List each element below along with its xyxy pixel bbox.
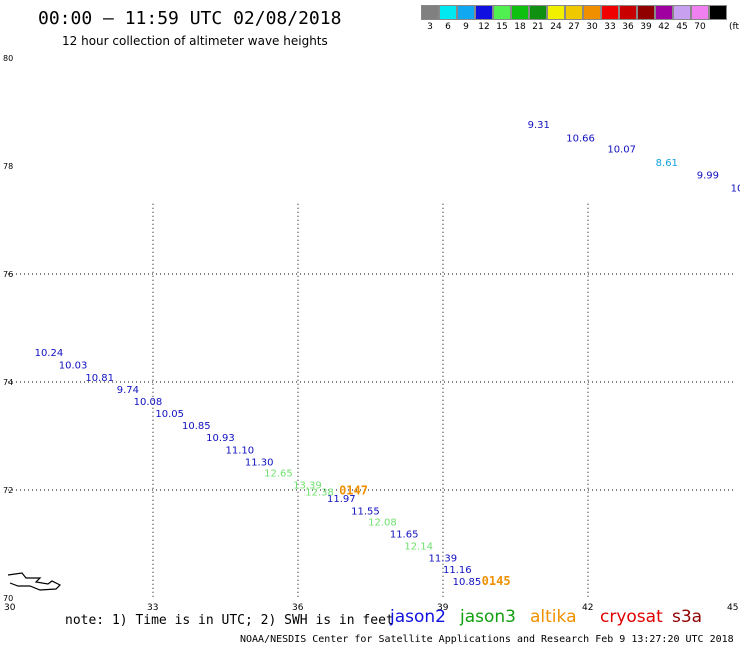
wave-height-label: 12.14 bbox=[404, 541, 433, 552]
color-swatch-label: 6 bbox=[445, 22, 451, 32]
wave-height-label: 9.99 bbox=[697, 170, 719, 181]
x-tick-label: 36 bbox=[292, 603, 304, 613]
wave-height-label: 10. bbox=[731, 183, 740, 194]
color-swatch bbox=[547, 5, 565, 20]
wave-height-label: 9.31 bbox=[528, 120, 550, 131]
wave-height-label: 8.61 bbox=[656, 158, 678, 169]
color-scale-labels: 3 6 9 12 15 18 21 24 27 30 33 36 39 42 45 70 bbox=[421, 22, 727, 32]
x-tick-label: 30 bbox=[4, 603, 16, 613]
color-swatch bbox=[439, 5, 457, 20]
x-tick-label: 39 bbox=[437, 603, 449, 613]
color-swatch-label: 45 bbox=[676, 22, 688, 32]
wave-height-label: 12.38 bbox=[305, 487, 334, 498]
color-swatch bbox=[637, 5, 655, 20]
wave-height-label: 12.65 bbox=[264, 469, 293, 480]
y-tick-label: 72 bbox=[3, 486, 13, 495]
x-tick-label: 33 bbox=[147, 603, 158, 613]
color-swatch-label: 70 bbox=[694, 22, 706, 32]
color-swatch bbox=[673, 5, 691, 20]
color-swatch-label: 33 bbox=[604, 22, 616, 32]
y-tick-label: 74 bbox=[3, 378, 13, 387]
color-swatch bbox=[457, 5, 475, 20]
color-swatch-label: 24 bbox=[550, 22, 562, 32]
color-swatch bbox=[601, 5, 619, 20]
color-scale-unit: (ft) bbox=[729, 22, 740, 32]
wave-height-label: 10.85 bbox=[182, 421, 211, 432]
legend-cryosat: cryosat bbox=[600, 607, 663, 627]
wave-height-label: 10.05 bbox=[155, 409, 184, 420]
wave-height-label: 13.39 bbox=[293, 480, 322, 491]
wave-height-label: 10.85 bbox=[453, 577, 482, 588]
wave-height-label: 11.10 bbox=[226, 445, 255, 456]
wave-height-label: 10.03 bbox=[59, 361, 88, 372]
time-mark-label: 0147 bbox=[339, 483, 368, 497]
x-tick-label: 42 bbox=[582, 603, 593, 613]
wave-height-label: 10.08 bbox=[134, 397, 163, 408]
wave-height-label: 10.07 bbox=[607, 145, 636, 156]
color-swatch-label: 18 bbox=[514, 22, 526, 32]
wave-height-label: 11.55 bbox=[351, 506, 380, 517]
legend-jason2: jason2 bbox=[390, 607, 446, 627]
color-swatch-label: 15 bbox=[496, 22, 508, 32]
color-swatch-label: 36 bbox=[622, 22, 634, 32]
wave-height-label: 10.81 bbox=[85, 373, 114, 384]
wave-height-label: 12.08 bbox=[368, 518, 397, 529]
wave-height-label: 11.16 bbox=[443, 565, 472, 576]
color-swatch bbox=[709, 5, 727, 20]
wave-height-label: 10.93 bbox=[206, 433, 235, 444]
wave-height-label: 11.30 bbox=[245, 458, 274, 469]
time-mark-label: 0145 bbox=[482, 574, 511, 588]
color-swatch bbox=[475, 5, 493, 20]
footer-note: note: 1) Time is in UTC; 2) SWH is in fe… bbox=[65, 613, 394, 628]
wave-height-label: 11.97 bbox=[327, 494, 356, 505]
color-swatch bbox=[619, 5, 637, 20]
color-swatch bbox=[565, 5, 583, 20]
page-title: 00:00 – 11:59 UTC 02/08/2018 bbox=[38, 8, 342, 29]
legend-s3a: s3a bbox=[672, 607, 703, 627]
wave-height-label: 11.39 bbox=[429, 553, 458, 564]
color-swatch-label: 12 bbox=[478, 22, 490, 32]
color-swatch-label: 9 bbox=[463, 22, 469, 32]
color-swatch-label: 3 bbox=[427, 22, 433, 32]
color-swatch-label: 21 bbox=[532, 22, 544, 32]
color-swatch-label: 27 bbox=[568, 22, 580, 32]
color-swatch bbox=[691, 5, 709, 20]
credit-line: NOAA/NESDIS Center for Satellite Applica… bbox=[240, 634, 734, 645]
coastline-shape bbox=[7, 572, 62, 591]
legend-altika: altika bbox=[530, 607, 577, 627]
color-swatch bbox=[511, 5, 529, 20]
wave-height-label: 11.65 bbox=[390, 530, 419, 541]
y-tick-label: 78 bbox=[3, 162, 13, 171]
page-subtitle: 12 hour collection of altimeter wave hei… bbox=[62, 34, 328, 48]
color-swatch bbox=[529, 5, 547, 20]
color-scale-legend bbox=[421, 5, 727, 20]
color-swatch bbox=[493, 5, 511, 20]
color-swatch-label: 39 bbox=[640, 22, 652, 32]
color-swatch-label: 42 bbox=[658, 22, 670, 32]
legend-jason3: jason3 bbox=[460, 607, 516, 627]
y-tick-label: 70 bbox=[3, 594, 13, 603]
y-tick-label: 80 bbox=[3, 54, 13, 63]
color-swatch bbox=[655, 5, 673, 20]
wave-height-label: 10.66 bbox=[566, 134, 595, 145]
color-swatch bbox=[583, 5, 601, 20]
wave-height-label: 9.74 bbox=[117, 385, 139, 396]
x-tick-label: 45 bbox=[727, 603, 738, 613]
y-tick-label: 76 bbox=[3, 270, 13, 279]
wave-height-label: 10.24 bbox=[35, 348, 64, 359]
color-swatch bbox=[421, 5, 439, 20]
color-swatch-label: 30 bbox=[586, 22, 598, 32]
